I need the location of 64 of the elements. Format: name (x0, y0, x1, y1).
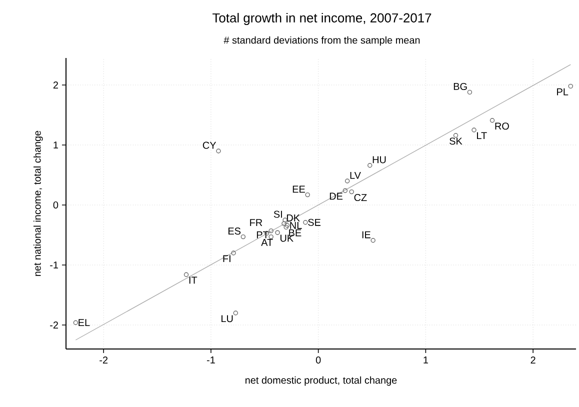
x-tick-label: -1 (206, 356, 215, 364)
point (240, 234, 246, 240)
annotation: LV (350, 172, 361, 179)
point (467, 90, 472, 95)
annotation: CY (202, 142, 216, 149)
annotation: LT (477, 132, 487, 140)
y-axis-title: net national income, total change (34, 130, 43, 276)
annotation: EE (292, 186, 305, 193)
annotation: NL (290, 222, 302, 229)
x-tick-label: 0 (316, 356, 321, 364)
point (231, 250, 236, 256)
annotation: FI (223, 255, 230, 262)
point (349, 189, 354, 194)
x-tick-label: -2 (100, 356, 108, 364)
y-tick-label: 0 (53, 201, 58, 209)
annotation: UK (280, 234, 294, 242)
annotation: PT (256, 231, 269, 238)
point (282, 218, 288, 222)
point (472, 128, 476, 132)
annotation: DK (286, 214, 300, 222)
annotation: CZ (354, 194, 367, 202)
point (490, 118, 495, 123)
x-tick-label: 1 (424, 356, 428, 364)
annotation: HU (372, 156, 386, 164)
annotation: ES (228, 228, 241, 235)
point (275, 230, 280, 235)
point (368, 163, 372, 168)
point (268, 228, 274, 234)
point (184, 272, 189, 277)
point (344, 178, 350, 184)
annotation: DE (330, 192, 343, 200)
point (568, 84, 573, 89)
point (370, 238, 376, 243)
point (284, 224, 288, 230)
annotation: SK (450, 138, 462, 145)
y-tick-label: -1 (50, 262, 58, 268)
point (233, 310, 238, 316)
annotation: PL (557, 88, 568, 96)
point (284, 223, 290, 228)
annotation: SE (308, 218, 321, 226)
annotation: LU (222, 315, 233, 322)
annotation: EL (78, 319, 90, 326)
annotation: RO (495, 122, 509, 130)
chart-subtitle: # standard deviations from the sample mean (224, 36, 420, 46)
point (453, 133, 458, 138)
annotation: BE (289, 229, 302, 236)
x-axis-title: net domestic product, total change (246, 376, 397, 386)
point (73, 320, 78, 325)
y-tick-label: 1 (54, 142, 58, 148)
y-tick-label: -2 (50, 322, 58, 328)
annotation: SI (274, 210, 282, 218)
point (305, 192, 310, 198)
point (342, 188, 348, 193)
annotation: AT (261, 238, 273, 246)
point (282, 221, 286, 226)
y-tick-label: 2 (53, 82, 58, 88)
point (216, 148, 221, 154)
annotation: IT (189, 276, 198, 284)
annotation: IE (362, 231, 370, 238)
x-tick-label: 2 (530, 356, 536, 364)
annotation: FR (250, 219, 262, 226)
point (303, 220, 308, 225)
chart-title: Total growth in net income, 2007-2017 (212, 12, 432, 26)
annotation: BG (454, 82, 467, 90)
